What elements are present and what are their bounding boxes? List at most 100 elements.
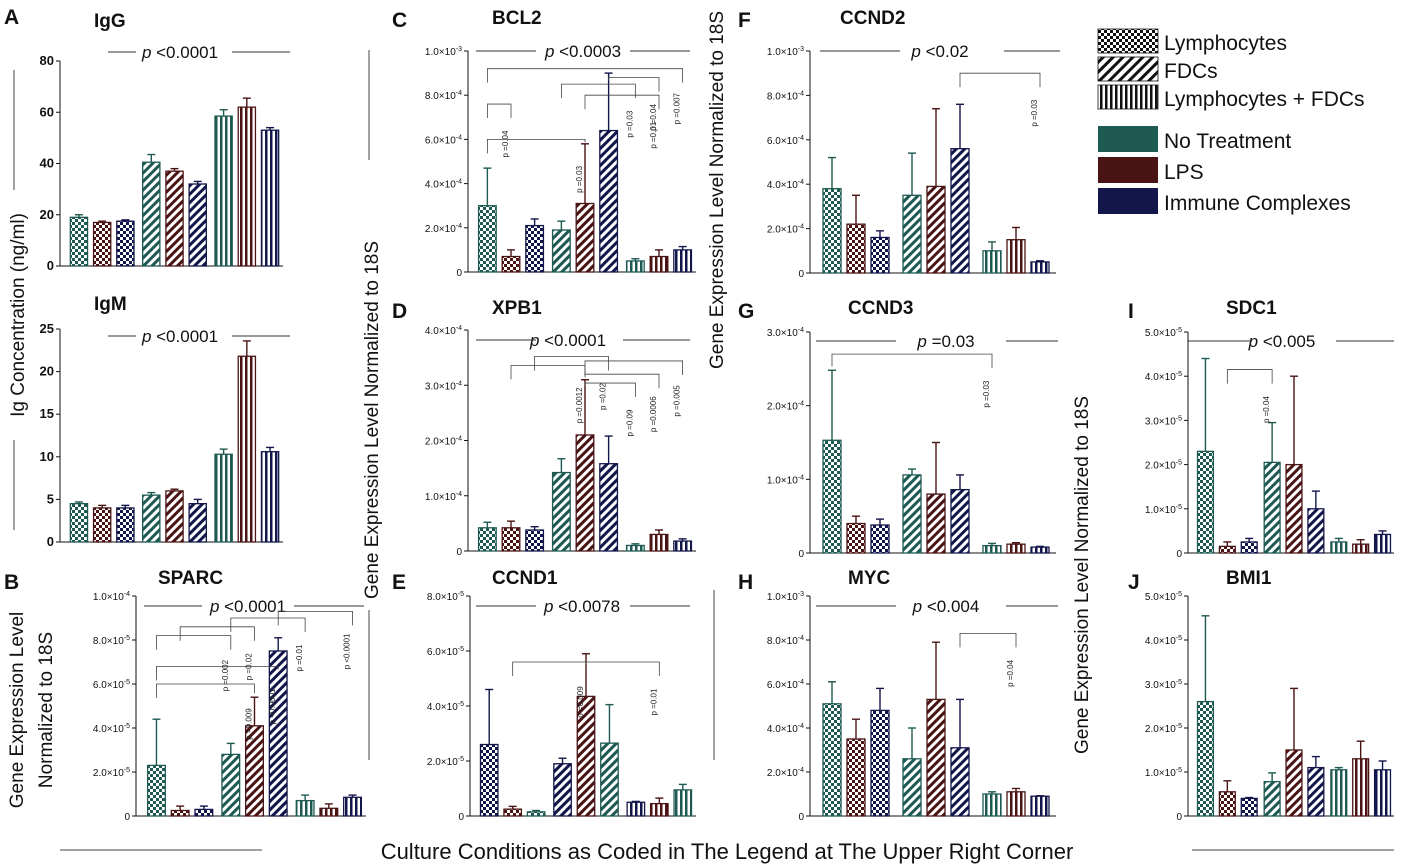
significance-label: p =0.04 xyxy=(649,104,658,131)
y-tick-label: 25 xyxy=(40,321,54,336)
tick-exp: -4 xyxy=(456,90,462,97)
y-tick-label: 4.0×10-4 xyxy=(767,179,804,191)
y-tick-label: 4.0×10-5 xyxy=(1145,371,1182,383)
significance-label: p =0.007 xyxy=(673,92,682,124)
tick-mult: ×10 xyxy=(439,492,456,503)
tick-mult: ×10 xyxy=(439,91,456,102)
bar xyxy=(599,463,619,552)
tick-mult: ×10 xyxy=(1159,461,1176,472)
panel-F: F CCND2 p <0.02 0 2.0×10-4 4.0×10-4 6.0×10-4 8.… xyxy=(738,8,1060,280)
bar xyxy=(116,220,135,267)
significance-label: p =0.005 xyxy=(673,385,682,417)
legend-label-lps: LPS xyxy=(1164,161,1204,184)
pvalue-value: <0.0001 xyxy=(219,597,286,616)
bar xyxy=(525,224,545,273)
bar xyxy=(1196,450,1215,554)
tick-exp: -5 xyxy=(124,679,130,686)
tick-exp: -4 xyxy=(456,436,462,443)
tick-mult: ×10 xyxy=(439,47,456,58)
pvalue-p: p xyxy=(209,597,219,616)
bar xyxy=(221,753,241,817)
tick-exp: -3 xyxy=(798,46,804,53)
bar xyxy=(926,185,946,274)
y-tick-label: 2.0×10-4 xyxy=(425,436,462,448)
tick-exp: -4 xyxy=(798,767,804,774)
y-tick-label: 0 xyxy=(1176,812,1182,823)
panel-label: A xyxy=(4,6,19,29)
bar xyxy=(501,527,521,552)
bar xyxy=(170,809,190,817)
significance-label: p =0.02 xyxy=(599,383,608,410)
tick-exp: -4 xyxy=(456,325,462,332)
tick-mult: ×10 xyxy=(439,224,456,235)
legend-label-immune-complexes: Immune Complexes xyxy=(1164,192,1351,215)
bar xyxy=(525,529,545,552)
bar xyxy=(260,129,280,267)
bar xyxy=(142,494,161,543)
y-tick-label: 0 xyxy=(456,268,462,279)
tick-exp: -4 xyxy=(456,223,462,230)
tick-mult: ×10 xyxy=(781,680,798,691)
tick-exp: -5 xyxy=(1176,767,1182,774)
significance-bracket xyxy=(230,617,306,632)
y-tick-label: 4.0×10-5 xyxy=(427,701,464,713)
significance-bracket xyxy=(560,83,636,99)
tick-exp: -5 xyxy=(458,646,464,653)
bar xyxy=(237,355,257,543)
tick-mult: ×10 xyxy=(441,647,458,658)
tick-exp: -4 xyxy=(124,591,130,598)
bar xyxy=(268,650,288,817)
bar xyxy=(188,183,207,267)
panel-D: D XPB1 p <0.0001 0 1.0×10-4 2.0×10-4 3.0×10-4 4… xyxy=(392,298,696,558)
tick-exp: -4 xyxy=(456,380,462,387)
panel-label: C xyxy=(392,9,407,32)
bar xyxy=(69,216,89,267)
bar xyxy=(822,703,842,817)
legend-swatch-fdcs xyxy=(1097,56,1159,82)
bar xyxy=(92,221,112,267)
bar xyxy=(553,763,572,817)
bar xyxy=(1006,239,1026,274)
y-tick-label: 0 xyxy=(1176,549,1182,560)
pvalue-p: p xyxy=(141,43,151,62)
tick-exp: -5 xyxy=(1176,327,1182,334)
legend-swatch-lymph-fdcs xyxy=(1097,84,1159,110)
y-tick-label: 4.0×10-4 xyxy=(425,179,462,191)
bar xyxy=(319,807,339,817)
pvalue-p: p xyxy=(544,42,554,61)
significance-label: p =0.03 xyxy=(575,165,584,192)
bar xyxy=(477,527,497,552)
y-tick-label: 2.0×10-4 xyxy=(425,223,462,235)
bar xyxy=(1285,463,1303,554)
tick-mult: ×10 xyxy=(781,475,798,486)
panel-label: J xyxy=(1128,571,1140,594)
bar xyxy=(870,236,890,274)
significance-bracket xyxy=(512,661,587,676)
tick-mult: ×10 xyxy=(1159,680,1176,691)
tick-exp: -5 xyxy=(124,767,130,774)
tick-exp: -5 xyxy=(1176,415,1182,422)
y-tick-label: 3.0×10-4 xyxy=(425,380,462,392)
y-tick-label: 2.0×10-4 xyxy=(767,224,804,236)
y-tick-label: 1.0×10-5 xyxy=(1145,767,1182,779)
significance-bracket xyxy=(1226,369,1273,384)
y-tick-label: 1.0×10-4 xyxy=(767,474,804,486)
tick-exp: -4 xyxy=(798,224,804,231)
tick-exp: -4 xyxy=(798,679,804,686)
y-tick-label: 40 xyxy=(40,156,54,171)
legend-label-lymphocytes: Lymphocytes xyxy=(1164,32,1287,55)
panel-E: E CCND1 p <0.0078 0 2.0×10-5 4.0×10-5 6.0×10-5… xyxy=(392,568,696,823)
pvalue-value: <0.0003 xyxy=(554,42,621,61)
x-axis-caption: Culture Conditions as Coded in The Legen… xyxy=(381,839,1074,864)
bar xyxy=(822,439,842,554)
pvalue-p: p xyxy=(912,597,922,616)
bar xyxy=(982,250,1002,274)
significance-label: p =0.03 xyxy=(982,380,991,407)
bar xyxy=(1263,781,1281,817)
panel-label: G xyxy=(738,300,754,323)
significance-label: p <0.0001 xyxy=(343,633,352,669)
significance-bracket xyxy=(585,661,660,676)
bar xyxy=(625,260,645,273)
bar xyxy=(1352,758,1370,817)
